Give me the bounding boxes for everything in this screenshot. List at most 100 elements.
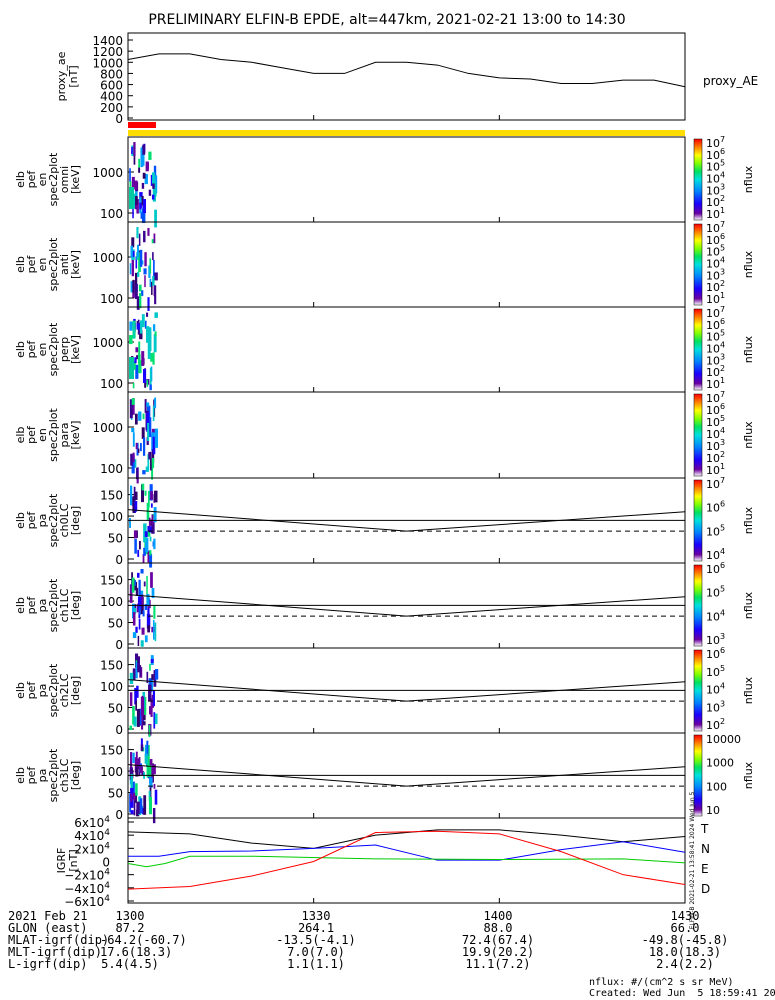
spectrogram-cell: [144, 635, 148, 643]
colorbar-tick: 107: [706, 390, 725, 405]
colorbar-tick-base: 10: [706, 234, 720, 247]
colorbar-tick: 104: [706, 341, 725, 356]
spectrogram-cell: [143, 369, 146, 383]
spectrogram-cell: [149, 777, 153, 787]
spectrogram-cell: [137, 596, 142, 610]
spectrogram-cell: [154, 190, 157, 197]
lc-curve: [127, 594, 686, 617]
spectrogram-cell: [145, 161, 149, 172]
spectrogram-cell: [129, 725, 133, 731]
colorbar-tick-exp: 7: [720, 220, 725, 229]
spectrogram-cell: [138, 579, 141, 600]
spectrogram-cell: [137, 549, 140, 557]
spectrogram-cell: [139, 330, 143, 340]
spectrogram-cell: [136, 468, 139, 480]
spectrogram-cell: [133, 321, 135, 339]
spectrogram-cell: [148, 189, 152, 196]
spectrogram-cell: [149, 367, 152, 385]
spectrogram-cell: [142, 610, 145, 617]
colorbar-tick: 101: [706, 206, 725, 221]
ytick-label: 0: [115, 638, 123, 652]
spectrogram-cell: [132, 706, 135, 725]
ytick-label: 0: [115, 112, 123, 126]
proxy-ae-line: [127, 53, 686, 88]
spectrogram-cell: [132, 496, 136, 513]
spectrogram-cell: [130, 245, 134, 258]
colorbar-tick: 101: [706, 291, 725, 306]
spectrogram-cell: [134, 687, 137, 705]
ylabel-line: [keV]: [69, 421, 82, 450]
colorbar-label: nflux: [742, 676, 755, 704]
spectrogram-cell: [129, 335, 133, 345]
colorbar-tick: 106: [706, 402, 725, 417]
spectrogram-cell: [142, 437, 146, 456]
spectrogram-cell: [153, 259, 155, 278]
ylabel-line: pa: [36, 514, 49, 528]
spectrogram-cell: [144, 399, 147, 413]
spectrogram-cell: [138, 252, 141, 272]
colorbar-tick-base: 10: [706, 502, 720, 515]
spectrogram-cell: [143, 795, 147, 815]
colorbar-tick-base: 10: [706, 208, 720, 221]
spectrogram-cell: [133, 361, 136, 370]
colorbar-tick: 107: [706, 305, 725, 320]
colorbar-tick-base: 10: [706, 331, 720, 344]
spectrogram-cell: [148, 151, 152, 160]
spectrogram-cell: [130, 281, 134, 293]
colorbar: [693, 564, 703, 647]
spectrogram-cell: [147, 525, 150, 532]
spectrogram-cell: [139, 202, 142, 210]
colorbar-tick-base: 10: [706, 440, 720, 453]
colorbar-tick-base: 10: [706, 149, 720, 162]
ytick-base: −4x10: [64, 882, 104, 896]
ytick-label: 1000: [92, 421, 123, 435]
spectrogram-cell: [134, 283, 138, 300]
spectrogram-cell: [135, 783, 138, 796]
spectrogram-cell: [137, 271, 140, 277]
spectrogram-cell: [141, 208, 146, 224]
ylabel-line: pef: [25, 596, 38, 615]
colorbar-tick-exp: 2: [720, 364, 725, 373]
spectrogram-cell: [148, 724, 151, 738]
spectrogram-cell: [152, 276, 155, 286]
spectrogram-cell: [151, 239, 156, 244]
panel-frame: [127, 817, 686, 904]
panel-igrf: IGRF [nT]6x1044x1042x1040−2x104−4x104−6x1…: [55, 791, 710, 929]
colorbar-tick: 106: [706, 561, 725, 576]
ytick-base: 2x10: [74, 842, 104, 856]
ylabel-line: elb: [14, 767, 27, 784]
spectrogram-cell: [132, 398, 135, 415]
spectrogram-cell: [154, 622, 157, 642]
spectrogram-cell: [132, 452, 135, 463]
igrf-D-line: [127, 830, 686, 890]
spectrogram-cell: [144, 490, 147, 496]
colorbar-tick: 106: [706, 317, 725, 332]
spectrogram-cell: [133, 716, 137, 727]
spectrogram-cell: [152, 324, 156, 332]
spectrogram-cell: [152, 764, 156, 775]
spectrogram-cell: [154, 272, 158, 281]
spectrogram-cell: [143, 547, 146, 556]
spectrogram-cell: [148, 526, 152, 533]
spectrogram-cell: [129, 357, 134, 379]
ylabel-line: [deg]: [69, 761, 82, 790]
spectrogram-cell: [134, 491, 138, 500]
spectrogram-cell: [146, 671, 149, 684]
ylabel-line: [keV]: [69, 250, 82, 279]
spectrogram-cell: [149, 258, 152, 274]
ylabel-line: IGRF: [55, 848, 68, 874]
colorbar-tick-exp: 5: [720, 664, 725, 673]
colorbar-tick-exp: 7: [720, 135, 725, 144]
spectrogram-cell: [149, 384, 152, 391]
spectrogram-cell: [130, 810, 134, 815]
colorbar-tick-base: 10: [706, 378, 720, 391]
spectrogram-cell: [129, 692, 133, 707]
colorbar-tick-base: 10: [706, 404, 720, 417]
ytick-label: 1200: [92, 45, 123, 59]
spectrogram-cell: [147, 454, 150, 470]
spectrogram-cell: [147, 490, 150, 508]
ytick-label: 50: [108, 532, 123, 546]
spectrogram-cell: [138, 612, 141, 619]
